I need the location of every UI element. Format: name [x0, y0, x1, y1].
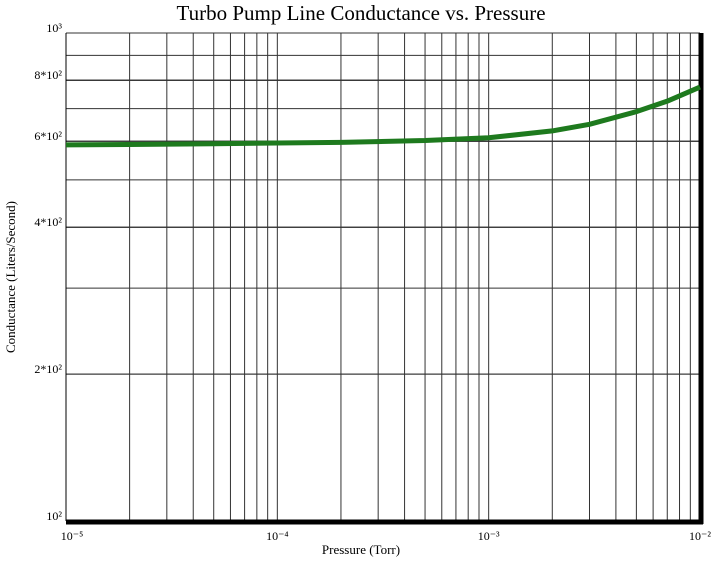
x-tick-label: 10⁻⁴ — [266, 529, 289, 543]
chart-title: Turbo Pump Line Conductance vs. Pressure — [176, 1, 545, 25]
y-axis-label: Conductance (Liters/Second) — [3, 201, 18, 353]
x-axis-label: Pressure (Torr) — [322, 542, 400, 557]
y-tick-label: 10³ — [46, 21, 62, 35]
y-tick-label: 10² — [46, 509, 62, 523]
x-tick-label: 10⁻³ — [478, 529, 500, 543]
x-tick-label: 10⁻⁵ — [61, 529, 84, 543]
y-tick-label: 8*10² — [34, 68, 62, 82]
data-line — [65, 84, 701, 148]
y-tick-label: 6*10² — [34, 129, 62, 143]
x-tick-label: 10⁻² — [689, 529, 711, 543]
y-tick-label: 2*10² — [34, 362, 62, 376]
y-tick-label: 4*10² — [34, 215, 62, 229]
